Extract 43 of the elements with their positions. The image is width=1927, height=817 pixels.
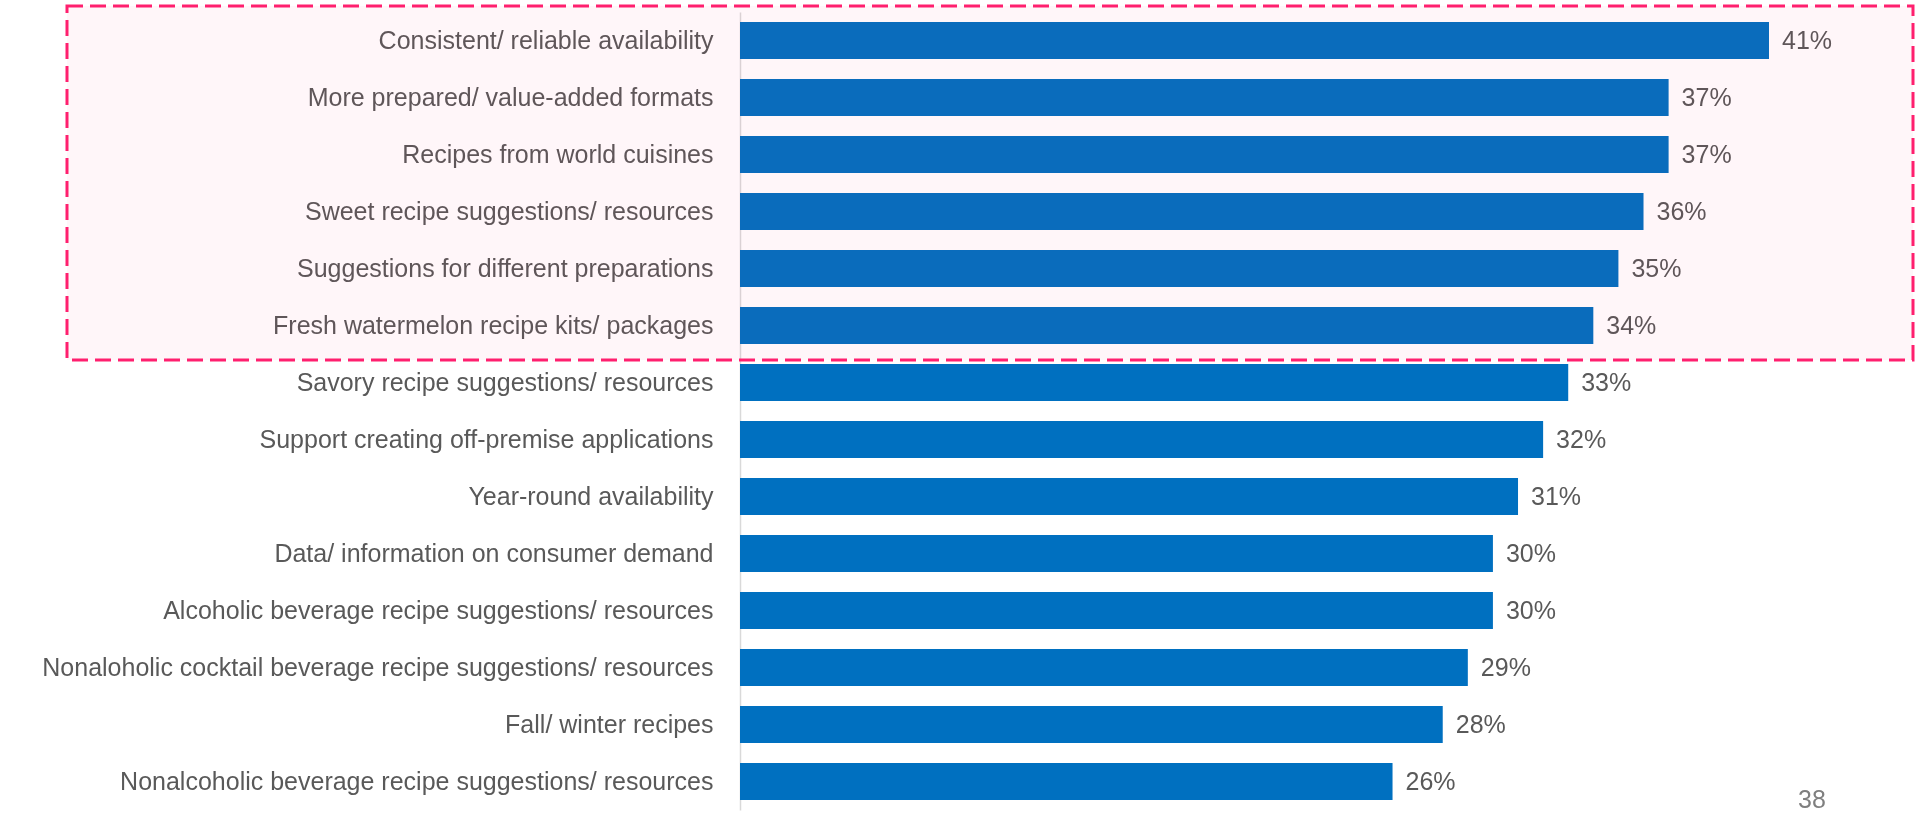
bar: [740, 78, 1669, 117]
data-label: 32%: [1556, 424, 1607, 453]
bar: [740, 249, 1619, 288]
bar: [740, 135, 1669, 174]
data-label: 29%: [1480, 652, 1531, 681]
bar: [740, 363, 1569, 402]
y-tick-label: Nonalcoholic beverage recipe suggestions/ resources: [120, 766, 714, 795]
y-tick-label: Fresh watermelon recipe kits/ packages: [273, 310, 714, 339]
data-label: 30%: [1505, 538, 1556, 567]
y-tick-label: Support creating off-premise applications: [259, 424, 714, 453]
data-label: 36%: [1656, 196, 1707, 225]
text: 38: [1798, 785, 1826, 813]
y-tick-label: Year-round availability: [468, 481, 714, 510]
bar: [740, 648, 1468, 687]
data-label: 28%: [1455, 709, 1506, 738]
data-label: 30%: [1505, 595, 1556, 624]
y-tick-label: Data/ information on consumer demand: [274, 538, 714, 567]
bar: [740, 21, 1769, 60]
y-tick-label: Alcoholic beverage recipe suggestions/ resources: [163, 595, 714, 624]
bar: [740, 420, 1544, 459]
bar: [740, 192, 1644, 231]
data-label: 26%: [1405, 766, 1456, 795]
y-tick-label: More prepared/ value-added formats: [307, 82, 714, 111]
y-tick-label: Suggestions for different preparations: [297, 253, 714, 282]
data-label: 34%: [1606, 310, 1657, 339]
y-tick-label: Sweet recipe suggestions/ resources: [304, 196, 714, 225]
y-tick-label: Nonaloholic cocktail beverage recipe suggestions/ resources: [42, 652, 714, 681]
y-tick-label: Recipes from world cuisines: [402, 139, 714, 168]
bar: [740, 591, 1493, 630]
bar: [740, 762, 1393, 801]
y-tick-label: Savory recipe suggestions/ resources: [296, 367, 714, 396]
bar: [740, 534, 1493, 573]
data-label: 31%: [1531, 481, 1582, 510]
data-label: 41%: [1782, 25, 1833, 54]
bar: [740, 705, 1443, 744]
bar: [740, 306, 1594, 345]
bar: [740, 477, 1519, 516]
y-tick-label: Consistent/ reliable availability: [378, 25, 714, 54]
y-tick-label: Fall/ winter recipes: [505, 709, 714, 738]
data-label: 37%: [1681, 139, 1732, 168]
data-label: 37%: [1681, 82, 1732, 111]
data-label: 35%: [1631, 253, 1682, 282]
data-label: 33%: [1581, 367, 1632, 396]
